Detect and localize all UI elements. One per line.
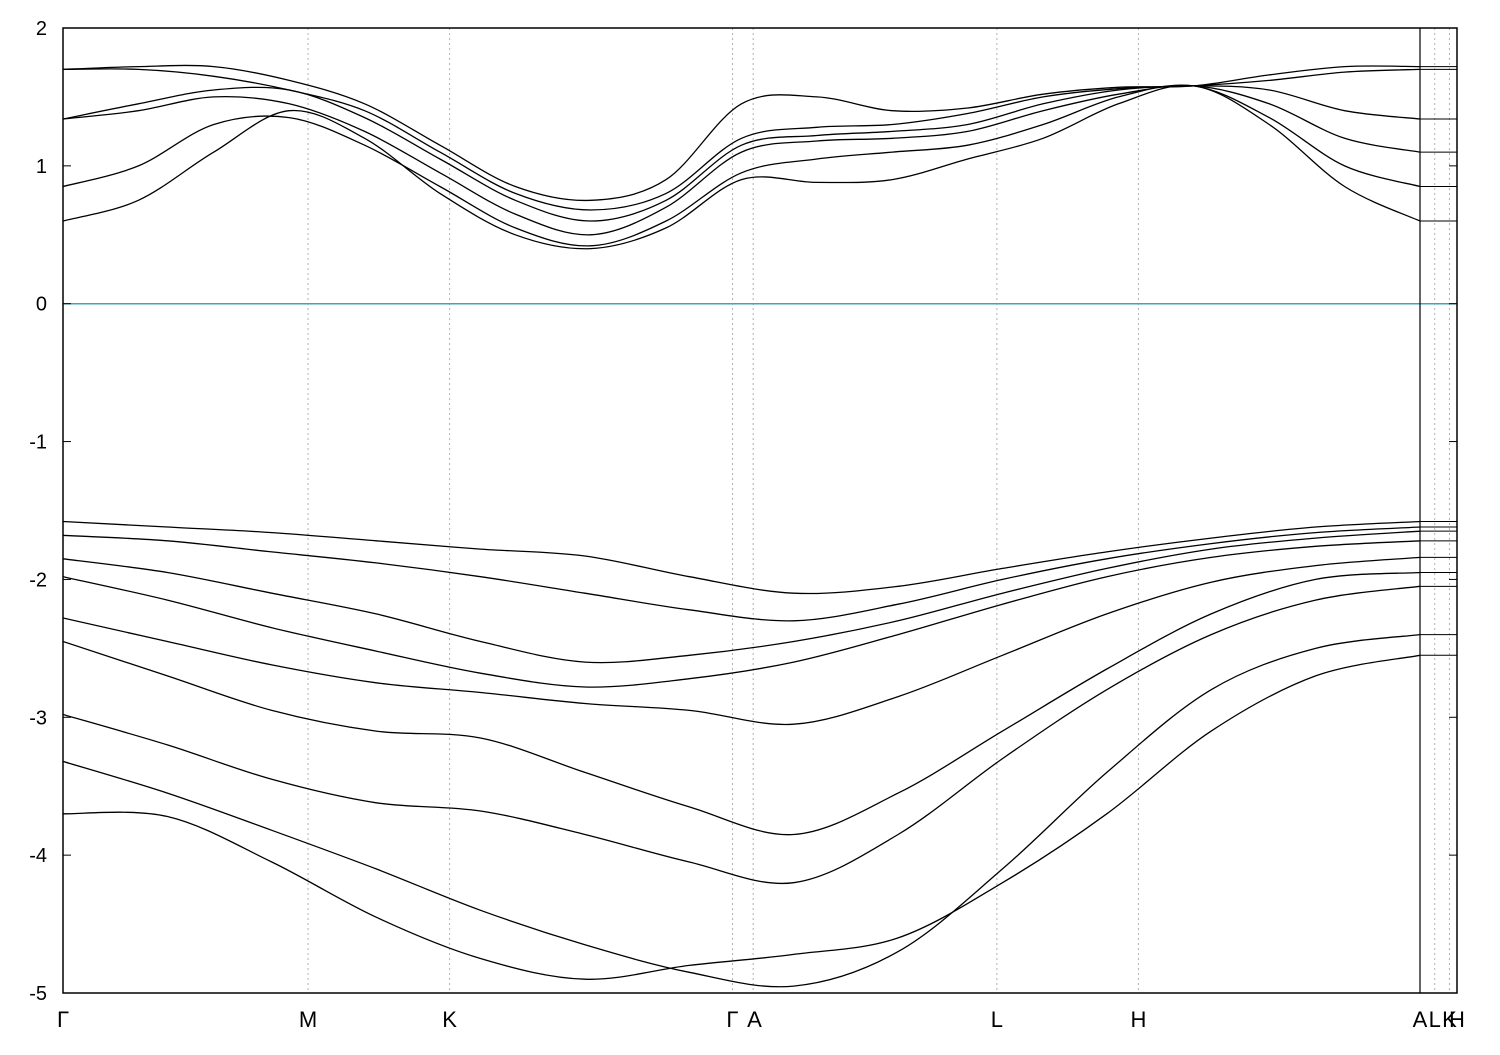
- band-line: [63, 585, 1420, 885]
- y-tick-label: -2: [29, 569, 47, 591]
- y-tick-label: -3: [29, 707, 47, 729]
- x-kpoint-label: Γ: [57, 1007, 69, 1032]
- x-kpoint-label: A: [747, 1007, 762, 1032]
- y-tick-label: -5: [29, 983, 47, 1005]
- y-tick-label: -4: [29, 845, 47, 867]
- x-kpoint-label: K: [1442, 1007, 1457, 1032]
- x-kpoint-label: H: [1449, 1007, 1465, 1032]
- x-kpoint-label: L: [1429, 1007, 1441, 1032]
- band-line: [63, 526, 1420, 622]
- band-line: [63, 633, 1420, 988]
- band-line: [63, 540, 1420, 688]
- x-kpoint-label: M: [299, 1007, 317, 1032]
- band-line: [63, 520, 1420, 595]
- band-line: [63, 571, 1420, 836]
- y-tick-label: 1: [36, 156, 47, 178]
- y-tick-label: 0: [36, 294, 47, 316]
- band-line: [63, 530, 1420, 664]
- y-axis-ticks: 2 1 0 -1 -2 -3 -4 -5: [29, 18, 1457, 1005]
- band-line: [63, 556, 1420, 726]
- y-tick-label: -1: [29, 432, 47, 454]
- x-kpoint-label: H: [1130, 1007, 1146, 1032]
- band-line: [63, 654, 1420, 980]
- plot-border: [62, 27, 1458, 994]
- plot-frame: [62, 27, 1458, 994]
- y-tick-label: 2: [36, 18, 47, 40]
- x-kpoint-label: A: [1413, 1007, 1428, 1032]
- band-lines: [63, 64, 1457, 988]
- x-kpoint-label: L: [991, 1007, 1003, 1032]
- x-kpoint-label: Γ: [726, 1007, 738, 1032]
- x-axis-kpoint-labels: Γ M K Γ A L H A L KH: [57, 1007, 1465, 1032]
- x-kpoint-label: K: [442, 1007, 457, 1032]
- band-line: [63, 64, 1420, 202]
